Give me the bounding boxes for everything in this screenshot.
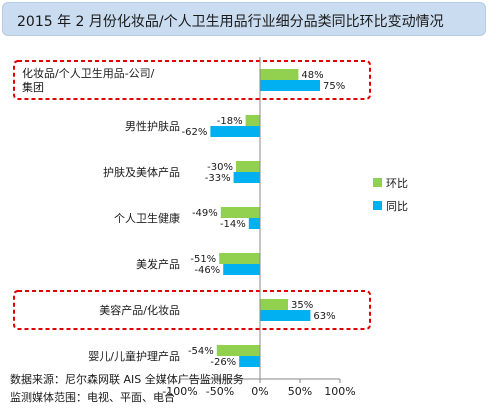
- bar-huanbi: [245, 115, 260, 126]
- bar-tongbi: [223, 264, 260, 275]
- bar-tongbi: [239, 356, 260, 367]
- data-label: -49%: [192, 208, 218, 219]
- data-label: 35%: [291, 300, 313, 311]
- data-label: -46%: [194, 265, 220, 276]
- bar-tongbi: [210, 126, 260, 137]
- data-label: -26%: [210, 357, 236, 368]
- legend-swatch: [373, 201, 382, 210]
- bar-huanbi: [236, 161, 260, 172]
- data-label: 75%: [323, 81, 345, 92]
- category-label: 婴儿/儿童护理产品: [88, 349, 180, 363]
- bar-tongbi: [260, 80, 320, 91]
- bar-huanbi: [260, 299, 288, 310]
- legend-swatch: [373, 178, 382, 187]
- category-label: 集团: [22, 80, 44, 94]
- category-label: 男性护肤品: [125, 119, 180, 133]
- bar-tongbi: [248, 218, 260, 229]
- highlight-box: [13, 60, 371, 100]
- data-label: -62%: [182, 127, 208, 138]
- data-label: -30%: [207, 162, 233, 173]
- bar-huanbi: [216, 345, 260, 356]
- data-label: 63%: [313, 311, 335, 322]
- x-tick-label: 0%: [251, 385, 268, 398]
- chart-title-bar: 2015 年 2 月份化妆品/个人卫生用品行业细分品类同比环比变动情况: [2, 2, 486, 36]
- category-label: 护肤及美体产品: [103, 165, 180, 179]
- category-label: 化妆品/个人卫生用品-公司/: [22, 66, 155, 80]
- data-label: -14%: [220, 219, 246, 230]
- legend-label: 同比: [386, 200, 408, 213]
- chart-title: 2015 年 2 月份化妆品/个人卫生用品行业细分品类同比环比变动情况: [17, 14, 444, 30]
- data-label: -18%: [217, 116, 243, 127]
- category-label: 美发产品: [136, 257, 180, 271]
- bar-huanbi: [219, 253, 260, 264]
- bar-huanbi: [260, 69, 299, 80]
- bar-huanbi: [220, 207, 260, 218]
- x-tick-label: -50%: [206, 385, 234, 398]
- data-label: -33%: [205, 173, 231, 184]
- bar-tongbi: [233, 172, 260, 183]
- data-label: 48%: [301, 70, 323, 81]
- x-tick-label: 100%: [324, 385, 355, 398]
- category-label: 美容产品/化妆品: [99, 303, 180, 317]
- bar-tongbi: [260, 310, 311, 321]
- media-scope-note: 监测媒体范围：电视、平面、电台: [10, 391, 175, 404]
- data-source-note: 数据来源：尼尔森网联 AIS 全媒体广告监测服务: [10, 373, 244, 386]
- highlight-box: [13, 290, 371, 330]
- x-tick-label: 50%: [288, 385, 312, 398]
- legend-label: 环比: [386, 177, 408, 190]
- data-label: -51%: [190, 254, 216, 265]
- x-tick-label: -100%: [162, 385, 197, 398]
- category-label: 个人卫生健康: [114, 211, 180, 225]
- data-label: -54%: [188, 346, 214, 357]
